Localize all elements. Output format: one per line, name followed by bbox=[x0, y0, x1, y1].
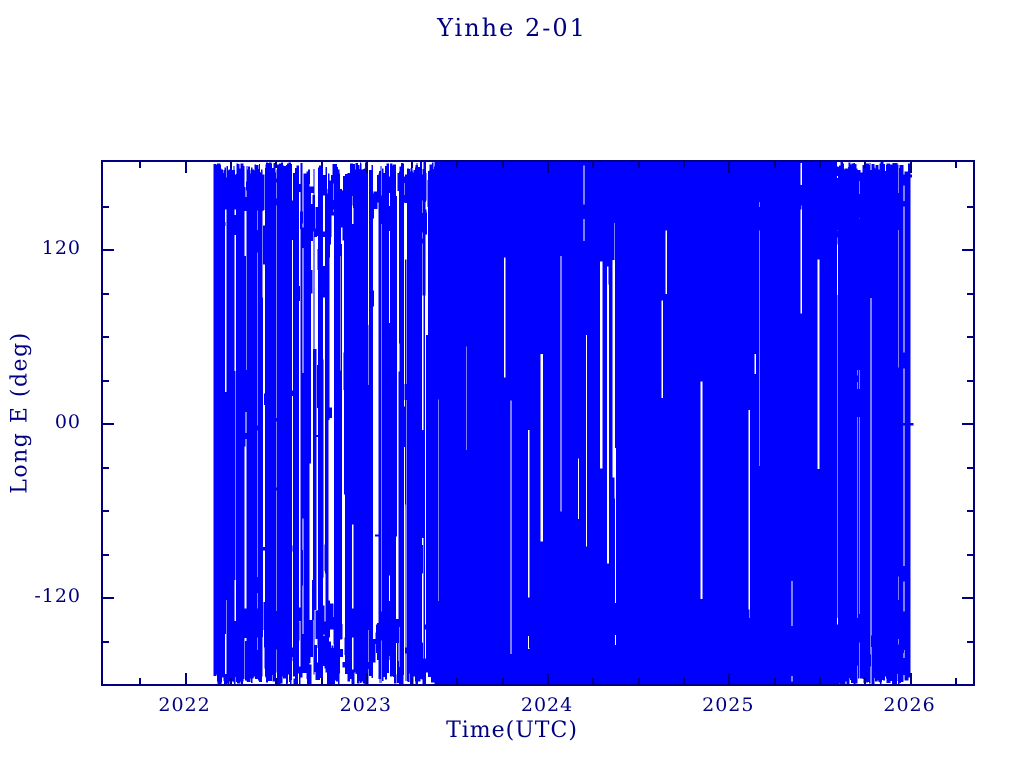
y-tick-minor-right bbox=[967, 205, 975, 208]
y-tick-minor-right bbox=[967, 640, 975, 643]
y-tick-label: -120 bbox=[34, 585, 81, 607]
x-tick-major-top bbox=[909, 160, 912, 173]
x-tick-minor-top bbox=[139, 160, 142, 168]
x-tick-label: 2026 bbox=[883, 694, 936, 716]
x-tick-major bbox=[365, 673, 368, 686]
x-tick-minor bbox=[229, 678, 232, 686]
x-tick-minor-top bbox=[954, 160, 957, 168]
y-tick-minor bbox=[101, 336, 109, 338]
x-tick-label: 2025 bbox=[702, 694, 755, 716]
x-tick-minor-top bbox=[637, 160, 640, 168]
y-tick-minor bbox=[101, 553, 109, 556]
x-tick-major-top bbox=[547, 160, 550, 173]
data-series-layer bbox=[103, 162, 973, 684]
y-tick-minor-right bbox=[967, 510, 975, 512]
x-tick-label: 2024 bbox=[520, 694, 574, 716]
y-tick-minor-right bbox=[967, 292, 975, 295]
x-tick-major-top bbox=[365, 160, 368, 173]
y-tick-minor-right bbox=[967, 336, 975, 338]
y-tick-major-right bbox=[962, 249, 975, 251]
y-tick-minor-right bbox=[967, 466, 975, 469]
x-tick-minor bbox=[864, 678, 867, 686]
y-tick-major bbox=[101, 423, 114, 425]
x-tick-minor-top bbox=[229, 160, 232, 168]
x-tick-minor-top bbox=[320, 160, 323, 168]
x-tick-major bbox=[728, 673, 731, 686]
chart-title: Yinhe 2-01 bbox=[437, 14, 587, 42]
x-tick-minor bbox=[501, 678, 504, 686]
x-tick-minor bbox=[954, 678, 957, 686]
x-tick-minor-top bbox=[275, 160, 278, 168]
x-tick-minor-top bbox=[864, 160, 867, 168]
x-tick-minor-top bbox=[683, 160, 685, 168]
y-tick-minor bbox=[101, 379, 109, 382]
y-tick-major bbox=[101, 597, 114, 599]
y-tick-minor-right bbox=[967, 553, 975, 556]
x-axis-label: Time(UTC) bbox=[446, 718, 578, 743]
x-tick-minor bbox=[592, 678, 595, 686]
y-tick-label: 120 bbox=[41, 237, 81, 259]
x-tick-minor bbox=[637, 678, 640, 686]
y-tick-minor bbox=[101, 205, 109, 208]
y-tick-major-right bbox=[962, 423, 975, 425]
x-tick-minor bbox=[456, 678, 459, 686]
x-tick-minor-top bbox=[818, 160, 821, 168]
longitude-drift-series bbox=[213, 162, 914, 684]
plot-area bbox=[101, 160, 975, 686]
x-tick-major bbox=[547, 673, 550, 686]
x-tick-minor bbox=[818, 678, 821, 686]
y-tick-major bbox=[101, 249, 114, 251]
x-tick-minor-top bbox=[592, 160, 595, 168]
x-tick-label: 2022 bbox=[158, 694, 211, 716]
x-tick-minor-top bbox=[501, 160, 504, 168]
x-tick-minor bbox=[320, 678, 323, 686]
x-tick-minor-top bbox=[773, 160, 776, 168]
y-tick-label: 00 bbox=[54, 411, 81, 433]
y-tick-major-right bbox=[962, 597, 975, 599]
y-tick-minor bbox=[101, 466, 109, 469]
x-tick-major bbox=[184, 673, 187, 686]
x-tick-major bbox=[909, 673, 912, 686]
x-tick-minor bbox=[683, 678, 685, 686]
x-tick-major-top bbox=[728, 160, 731, 173]
x-tick-minor-top bbox=[456, 160, 459, 168]
y-tick-minor bbox=[101, 640, 109, 643]
y-tick-minor-right bbox=[967, 379, 975, 382]
x-tick-minor-top bbox=[411, 160, 414, 168]
x-tick-minor bbox=[411, 678, 414, 686]
x-tick-minor bbox=[139, 678, 142, 686]
y-tick-minor bbox=[101, 510, 109, 512]
x-tick-minor bbox=[275, 678, 278, 686]
y-tick-minor bbox=[101, 292, 109, 295]
x-tick-major-top bbox=[184, 160, 187, 173]
x-tick-minor bbox=[773, 678, 776, 686]
x-tick-label: 2023 bbox=[339, 694, 392, 716]
